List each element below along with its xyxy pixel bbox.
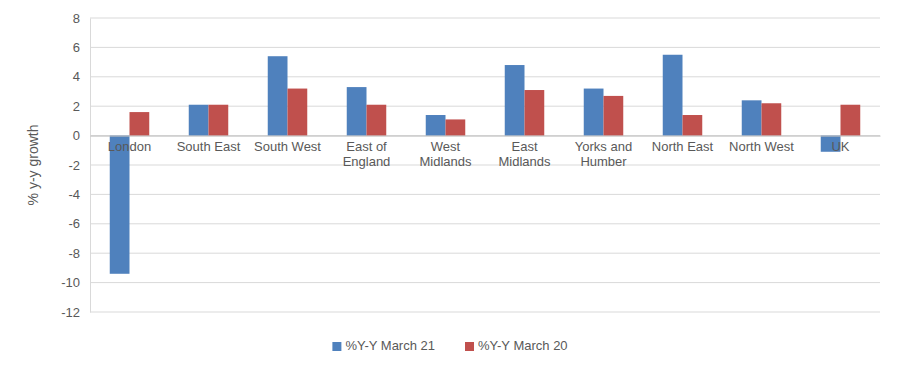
bar xyxy=(505,65,525,136)
legend-item: %Y-Y March 21 xyxy=(332,338,435,353)
y-axis: -12 -10 -8 -6 -4 -2 0 2 4 6 8 xyxy=(61,11,90,320)
bar xyxy=(841,105,861,136)
y-axis-line xyxy=(90,19,91,313)
x-axis: London South East South West East ofEngland… xyxy=(91,136,881,169)
x-tick: London xyxy=(108,136,151,154)
grid-line xyxy=(90,253,880,254)
x-tick: WestMidlands xyxy=(419,136,472,169)
bar xyxy=(288,89,308,136)
grid-line xyxy=(90,194,880,195)
bar xyxy=(683,115,703,136)
legend: %Y-Y March 21 %Y-Y March 20 xyxy=(332,338,567,353)
legend-label: %Y-Y March 21 xyxy=(345,338,435,353)
grid xyxy=(90,18,880,312)
y-tick: 4 xyxy=(73,69,90,84)
y-tick-label: 8 xyxy=(73,11,80,26)
x-tick: EastMidlands xyxy=(498,136,551,169)
grid-line xyxy=(90,312,880,313)
y-tick: 2 xyxy=(73,99,90,114)
chart: -12 -10 -8 -6 -4 -2 0 2 4 6 8 London South East South… xyxy=(0,0,900,370)
x-tick: North East xyxy=(652,136,714,154)
bars xyxy=(110,55,861,274)
plot-area: -12 -10 -8 -6 -4 -2 0 2 4 6 8 London South East South… xyxy=(61,11,880,320)
x-tick-label: North West xyxy=(729,139,794,154)
x-tick-label: UK xyxy=(831,139,849,154)
y-tick: -12 xyxy=(61,305,90,320)
y-tick-label: 0 xyxy=(73,128,80,143)
x-tick-label: North East xyxy=(652,139,714,154)
bar xyxy=(268,56,288,135)
y-tick: 8 xyxy=(73,11,90,26)
grid-line xyxy=(90,223,880,224)
legend-label: %Y-Y March 20 xyxy=(478,338,568,353)
x-tick-label: South West xyxy=(254,139,321,154)
x-tick: East ofEngland xyxy=(343,136,391,169)
y-tick-label: 4 xyxy=(73,69,80,84)
x-tick: South West xyxy=(254,136,321,154)
x-tick-label: Yorks andHumber xyxy=(575,139,632,169)
y-tick-label: -12 xyxy=(61,305,80,320)
y-tick: -8 xyxy=(68,246,90,261)
legend-swatch xyxy=(465,342,474,351)
grid-line xyxy=(90,47,880,48)
bar xyxy=(742,100,762,135)
y-tick-label: -4 xyxy=(68,187,80,202)
bar-series xyxy=(110,55,841,274)
y-tick-label: -6 xyxy=(68,216,80,231)
y-tick: -2 xyxy=(68,158,90,173)
y-tick-label: -2 xyxy=(68,158,80,173)
x-tick-label: London xyxy=(108,139,151,154)
y-tick: 6 xyxy=(73,40,90,55)
bar xyxy=(446,119,466,135)
y-tick: -4 xyxy=(68,187,90,202)
x-tick-label: WestMidlands xyxy=(419,139,472,169)
legend-swatch xyxy=(332,342,341,351)
y-tick-label: -10 xyxy=(61,275,80,290)
bar xyxy=(604,96,624,136)
y-tick-label: 6 xyxy=(73,40,80,55)
bar xyxy=(130,112,150,136)
grid-line xyxy=(90,76,880,77)
grid-line xyxy=(90,165,880,166)
y-tick: 0 xyxy=(73,128,90,143)
bar xyxy=(189,105,209,136)
bar xyxy=(347,87,367,136)
x-tick-label: South East xyxy=(177,139,241,154)
y-tick-label: 2 xyxy=(73,99,80,114)
bar xyxy=(525,90,545,136)
bar xyxy=(110,136,130,274)
legend-item: %Y-Y March 20 xyxy=(465,338,568,353)
bar xyxy=(663,55,683,136)
bar xyxy=(584,89,604,136)
x-tick: Yorks andHumber xyxy=(575,136,632,169)
x-tick-label: East ofEngland xyxy=(343,139,391,169)
y-tick: -6 xyxy=(68,216,90,231)
y-axis-title: % y-y growth xyxy=(25,125,41,206)
bar xyxy=(426,115,446,136)
x-axis-line xyxy=(91,136,881,137)
y-tick-label: -8 xyxy=(68,246,80,261)
bar-series xyxy=(130,89,861,136)
x-tick-label: EastMidlands xyxy=(498,139,551,169)
x-tick: North West xyxy=(729,136,794,154)
bar xyxy=(209,105,229,136)
y-tick: -10 xyxy=(61,275,90,290)
bar xyxy=(367,105,387,136)
grid-line xyxy=(90,282,880,283)
x-tick: UK xyxy=(831,136,849,154)
grid-line xyxy=(90,18,880,19)
x-tick: South East xyxy=(177,136,241,154)
bar xyxy=(762,103,782,135)
